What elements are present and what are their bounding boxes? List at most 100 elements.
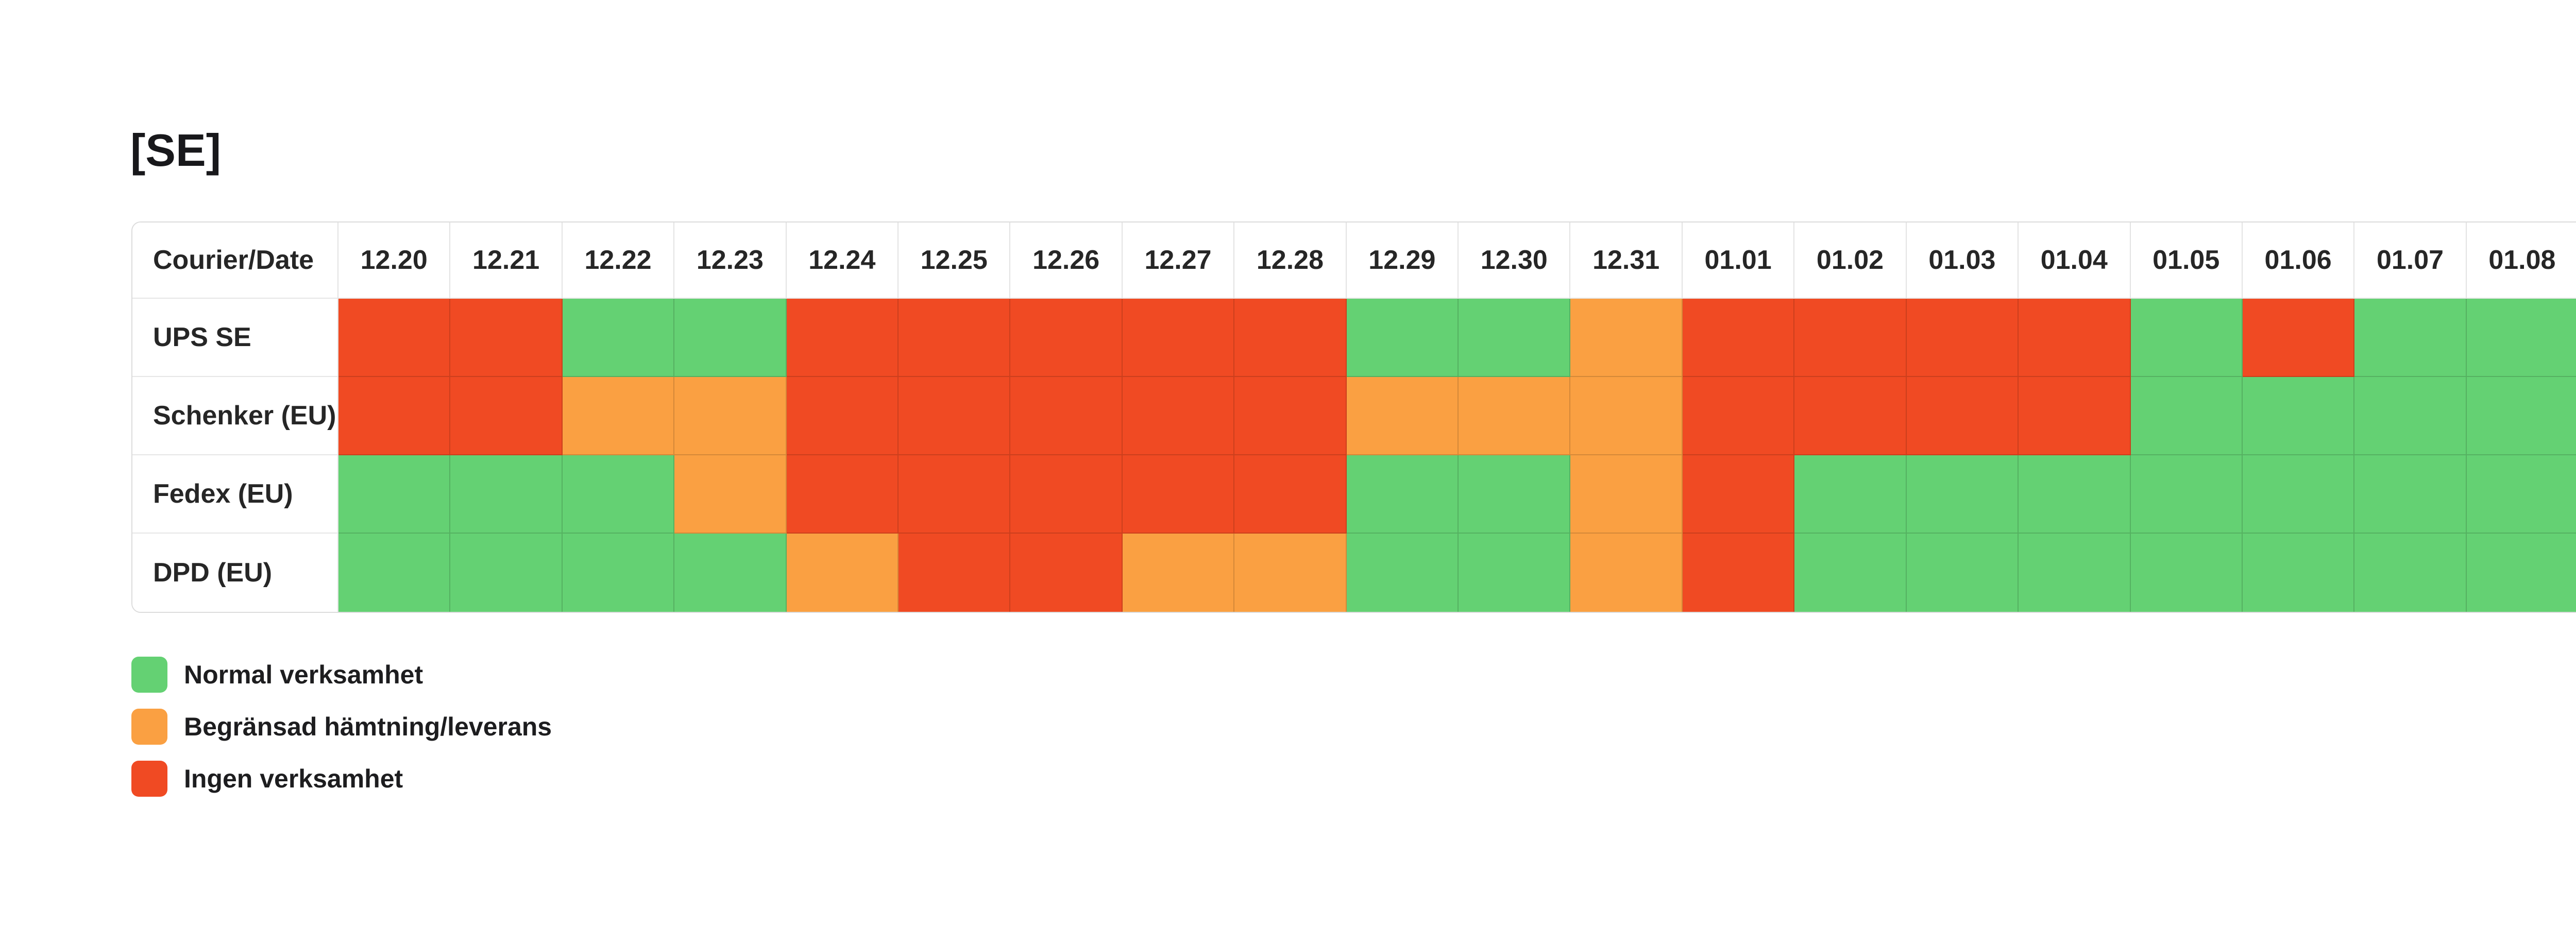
header-row: Courier/Date 12.20 12.21 12.22 12.23 12.24 12.… [132, 222, 2576, 299]
status-cell-none [1794, 299, 1907, 377]
status-cell-none [338, 377, 451, 455]
status-cell-none [899, 455, 1011, 534]
date-header-cell: 01.07 [2354, 222, 2467, 299]
status-cell-none [1682, 377, 1795, 455]
courier-label-cell: Fedex (EU) [132, 455, 338, 534]
status-cell-none [899, 534, 1011, 612]
courier-label-cell: Schenker (EU) [132, 377, 338, 455]
status-cell-none [1010, 534, 1123, 612]
status-cell-limited [1122, 534, 1235, 612]
status-cell-limited [1570, 377, 1683, 455]
status-cell-none [450, 299, 563, 377]
status-cell-normal [1346, 299, 1459, 377]
status-cell-normal [2354, 455, 2467, 534]
status-cell-normal [562, 534, 675, 612]
date-header-cell: 12.27 [1122, 222, 1235, 299]
status-cell-normal [2466, 455, 2576, 534]
date-header-cell: 01.03 [1906, 222, 2019, 299]
status-cell-none [786, 377, 899, 455]
status-cell-normal [674, 534, 787, 612]
date-header-cell: 01.08 [2466, 222, 2576, 299]
status-cell-limited [1234, 534, 1347, 612]
corner-header-cell: Courier/Date [132, 222, 338, 299]
status-cell-normal [1346, 534, 1459, 612]
status-cell-none [899, 299, 1011, 377]
status-cell-normal [2130, 299, 2243, 377]
status-cell-limited [562, 377, 675, 455]
none-status-swatch-icon [131, 761, 167, 797]
date-header-cell: 12.22 [562, 222, 675, 299]
status-cell-none [2242, 299, 2355, 377]
limited-status-swatch-icon [131, 709, 167, 745]
date-header-cell: 12.25 [899, 222, 1011, 299]
status-cell-normal [674, 299, 787, 377]
status-cell-normal [562, 299, 675, 377]
status-cell-limited [1570, 299, 1683, 377]
status-cell-normal [1459, 534, 1571, 612]
status-cell-none [786, 299, 899, 377]
status-cell-normal [1459, 299, 1571, 377]
table-row: Fedex (EU) [132, 455, 2576, 534]
status-cell-normal [2354, 299, 2467, 377]
date-header-cell: 12.26 [1010, 222, 1123, 299]
status-cell-limited [1570, 455, 1683, 534]
date-header-cell: 01.02 [1794, 222, 1907, 299]
date-header-cell: 12.21 [450, 222, 563, 299]
date-header-cell: 12.30 [1459, 222, 1571, 299]
status-cell-normal [2466, 377, 2576, 455]
date-header-cell: 12.24 [786, 222, 899, 299]
status-cell-normal [2019, 534, 2131, 612]
status-cell-none [1906, 299, 2019, 377]
legend-item-limited: Begränsad hämtning/leverans [131, 709, 552, 745]
status-cell-none [1906, 377, 2019, 455]
status-cell-normal [1906, 455, 2019, 534]
status-cell-none [786, 455, 899, 534]
status-cell-normal [338, 534, 451, 612]
status-cell-none [2019, 299, 2131, 377]
normal-status-swatch-icon [131, 657, 167, 693]
date-header-cell: 12.29 [1346, 222, 1459, 299]
status-cell-normal [2242, 534, 2355, 612]
status-cell-none [1010, 299, 1123, 377]
date-header-cell: 01.01 [1682, 222, 1795, 299]
status-cell-normal [2242, 455, 2355, 534]
status-cell-normal [2019, 455, 2131, 534]
date-header-cell: 01.04 [2019, 222, 2131, 299]
status-cell-normal [450, 534, 563, 612]
status-cell-normal [2130, 455, 2243, 534]
status-cell-limited [1570, 534, 1683, 612]
status-cell-normal [1459, 455, 1571, 534]
status-legend: Normal verksamhet Begränsad hämtning/lev… [131, 657, 552, 813]
status-cell-normal [1906, 534, 2019, 612]
status-cell-none [1682, 534, 1795, 612]
courier-label-cell: DPD (EU) [132, 534, 338, 612]
status-cell-none [899, 377, 1011, 455]
legend-label-none: Ingen verksamhet [184, 764, 403, 793]
status-cell-limited [674, 377, 787, 455]
status-cell-normal [1346, 455, 1459, 534]
table-row: DPD (EU) [132, 534, 2576, 612]
status-cell-none [450, 377, 563, 455]
table-row: UPS SE [132, 299, 2576, 377]
status-cell-normal [1794, 534, 1907, 612]
legend-item-normal: Normal verksamhet [131, 657, 552, 693]
status-cell-none [1010, 377, 1123, 455]
date-header-cell: 12.23 [674, 222, 787, 299]
status-cell-limited [786, 534, 899, 612]
date-header-cell: 12.20 [338, 222, 451, 299]
date-header-cell: 12.28 [1234, 222, 1347, 299]
status-cell-none [2019, 377, 2131, 455]
date-header-cell: 12.31 [1570, 222, 1683, 299]
status-cell-normal [562, 455, 675, 534]
page-title: [SE] [130, 125, 221, 176]
date-header-cell: 01.06 [2242, 222, 2355, 299]
status-cell-limited [1459, 377, 1571, 455]
status-cell-normal [2130, 377, 2243, 455]
date-header-cell: 01.05 [2130, 222, 2243, 299]
status-cell-limited [1346, 377, 1459, 455]
status-cell-normal [2354, 534, 2467, 612]
table-row: Schenker (EU) [132, 377, 2576, 455]
status-cell-none [1234, 455, 1347, 534]
status-cell-none [338, 299, 451, 377]
status-cell-none [1234, 299, 1347, 377]
